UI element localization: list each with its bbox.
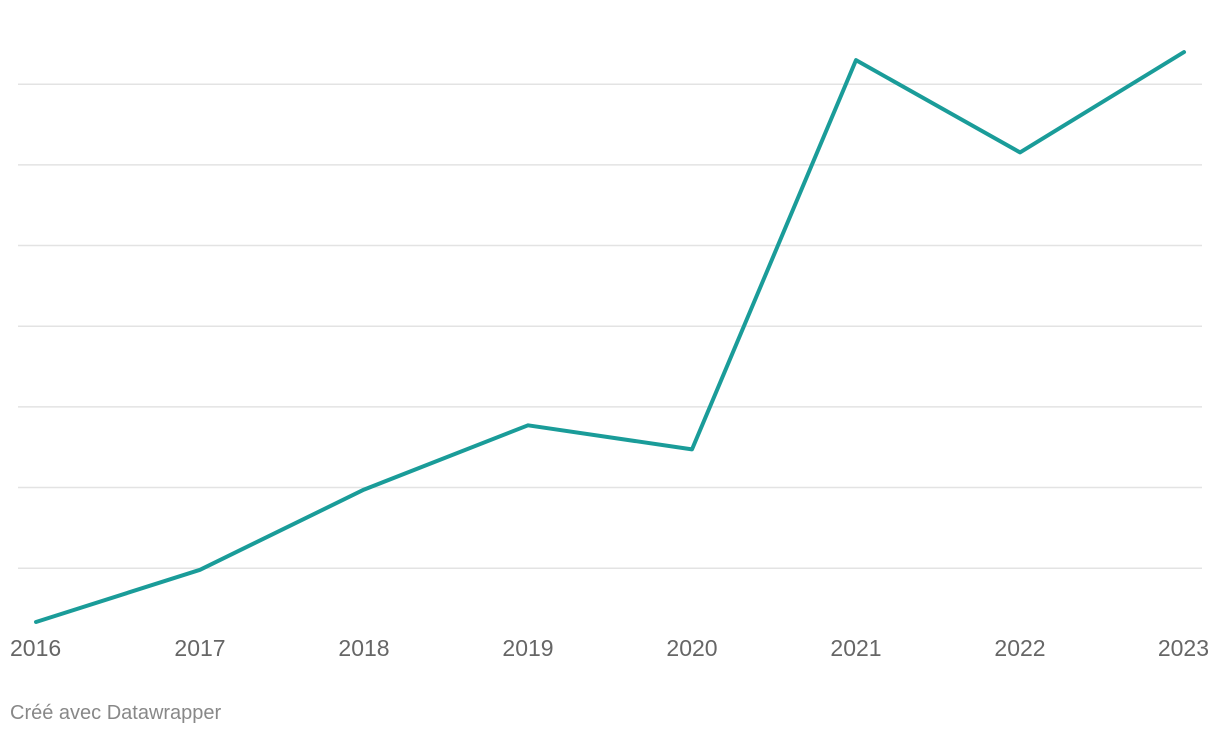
x-axis-ticks: 2016 2017 2018 2019 2020 2021 2022 2023 — [10, 635, 1209, 661]
x-tick-label-2019: 2019 — [502, 635, 553, 661]
series-layer — [34, 50, 1186, 624]
x-tick-label-2020: 2020 — [666, 635, 717, 661]
line-chart: 2016 2017 2018 2019 2020 2021 2022 2023 — [10, 50, 1209, 661]
x-tick-label-2018: 2018 — [338, 635, 389, 661]
series-line-0 — [34, 50, 1186, 624]
x-tick-label-2017: 2017 — [174, 635, 225, 661]
x-tick-label-2016: 2016 — [10, 635, 61, 661]
gridlines — [18, 83, 1202, 569]
x-tick-label-2022: 2022 — [994, 635, 1045, 661]
x-tick-label-2023: 2023 — [1158, 635, 1209, 661]
chart-credit[interactable]: Créé avec Datawrapper — [10, 702, 222, 724]
x-tick-label-2021: 2021 — [830, 635, 881, 661]
